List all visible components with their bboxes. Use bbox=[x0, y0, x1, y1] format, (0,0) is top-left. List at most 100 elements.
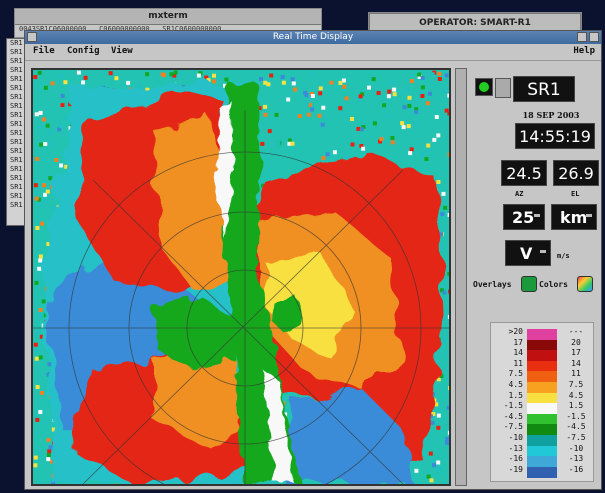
window-titlebar[interactable]: Real Time Display bbox=[25, 31, 601, 44]
colorbar-left-label: -1.5 bbox=[503, 401, 523, 411]
colorbar-left-label: -10 bbox=[508, 433, 523, 442]
colorbar-right-label: 1.5 bbox=[568, 401, 584, 411]
noise-pixel bbox=[224, 77, 229, 82]
colorbar-left-label: 1.5 bbox=[508, 390, 523, 400]
noise-pixel bbox=[260, 141, 265, 146]
menu-file[interactable]: File bbox=[33, 46, 55, 56]
colorbar-right-label: 7.5 bbox=[568, 380, 584, 389]
terminal-line: SR1 bbox=[10, 120, 23, 128]
terminal-line: SR1 bbox=[10, 183, 23, 191]
noise-pixel bbox=[43, 85, 48, 90]
noise-pixel bbox=[310, 94, 315, 98]
noise-pixel bbox=[45, 189, 50, 194]
window-menu-button[interactable] bbox=[27, 32, 37, 42]
colorbar-left-label: 4.5 bbox=[508, 380, 523, 389]
noise-pixel bbox=[420, 151, 425, 156]
noise-pixel bbox=[361, 125, 366, 129]
noise-pixel bbox=[446, 405, 451, 410]
noise-pixel bbox=[34, 280, 39, 285]
noise-pixel bbox=[34, 331, 39, 336]
colorbar-left-label: -13 bbox=[508, 443, 523, 453]
noise-pixel bbox=[445, 437, 450, 442]
noise-pixel bbox=[414, 468, 419, 473]
noise-pixel bbox=[39, 334, 44, 339]
noise-pixel bbox=[434, 115, 439, 119]
colorbar-swatch bbox=[527, 360, 557, 372]
noise-pixel bbox=[49, 142, 54, 147]
noise-pixel bbox=[33, 463, 38, 468]
overlays-globe-icon[interactable] bbox=[521, 276, 537, 292]
orange-velocity-region-bottom bbox=[153, 350, 248, 450]
menu-view[interactable]: View bbox=[111, 46, 133, 56]
noise-pixel bbox=[108, 71, 113, 76]
noise-pixel bbox=[59, 74, 64, 79]
unit-dropdown-icon bbox=[586, 214, 592, 217]
noise-pixel bbox=[173, 70, 178, 75]
noise-pixel bbox=[402, 105, 407, 110]
noise-pixel bbox=[407, 103, 412, 108]
noise-pixel bbox=[317, 113, 322, 118]
noise-pixel bbox=[382, 103, 387, 108]
noise-pixel bbox=[206, 78, 211, 83]
noise-pixel bbox=[405, 86, 409, 91]
radar-velocity-display[interactable]: 20 bbox=[31, 68, 453, 493]
menu-config[interactable]: Config bbox=[67, 46, 100, 56]
noise-pixel bbox=[37, 266, 42, 271]
radar-image[interactable]: 20 bbox=[33, 70, 453, 493]
elevation-label: EL bbox=[571, 190, 580, 198]
noise-pixel bbox=[428, 451, 433, 456]
noise-pixel bbox=[287, 138, 292, 143]
maximize-button[interactable] bbox=[589, 32, 599, 42]
noise-pixel bbox=[390, 136, 395, 140]
noise-pixel bbox=[185, 74, 190, 79]
noise-pixel bbox=[444, 108, 449, 113]
noise-pixel bbox=[40, 221, 45, 226]
noise-pixel bbox=[267, 129, 272, 134]
noise-pixel bbox=[48, 445, 53, 450]
noise-pixel bbox=[303, 90, 308, 95]
minimize-button[interactable] bbox=[577, 32, 587, 42]
terminal-line: SR1 bbox=[10, 48, 23, 56]
colorbar-swatch bbox=[527, 403, 557, 415]
noise-pixel bbox=[172, 73, 177, 78]
noise-pixel bbox=[392, 92, 397, 97]
noise-pixel bbox=[389, 80, 394, 85]
noise-pixel bbox=[329, 80, 334, 85]
noise-pixel bbox=[38, 202, 43, 207]
noise-pixel bbox=[41, 117, 46, 122]
noise-pixel bbox=[439, 374, 444, 378]
noise-pixel bbox=[444, 73, 449, 78]
noise-pixel bbox=[38, 308, 43, 312]
noise-pixel bbox=[46, 457, 51, 462]
noise-pixel bbox=[387, 89, 392, 94]
noise-pixel bbox=[350, 142, 355, 147]
noise-pixel bbox=[41, 323, 46, 328]
vertical-scrollbar[interactable] bbox=[455, 68, 467, 486]
unit-select[interactable]: km bbox=[551, 204, 597, 230]
colorbar-left-label: -16 bbox=[508, 454, 523, 464]
noise-pixel bbox=[293, 87, 298, 92]
noise-pixel bbox=[259, 77, 263, 81]
field-select[interactable]: V bbox=[505, 240, 551, 266]
xterm-text-line: 0043SR1C06000000...C06000000000...SR1C06… bbox=[19, 25, 234, 33]
noise-pixel bbox=[198, 71, 203, 76]
terminal-line: SR1 bbox=[10, 75, 23, 83]
menu-help[interactable]: Help bbox=[573, 46, 595, 56]
noise-pixel bbox=[48, 131, 53, 136]
noise-pixel bbox=[409, 147, 414, 152]
noise-pixel bbox=[63, 80, 68, 85]
colorbar-left-label: 17 bbox=[513, 337, 523, 347]
noise-pixel bbox=[43, 142, 48, 146]
noise-pixel bbox=[47, 449, 52, 454]
status-indicator[interactable] bbox=[475, 78, 493, 96]
noise-pixel bbox=[60, 103, 65, 108]
range-rings bbox=[33, 110, 449, 493]
toggle-button[interactable] bbox=[495, 78, 511, 98]
range-select[interactable]: 25 bbox=[503, 204, 545, 230]
noise-pixel bbox=[33, 342, 38, 347]
colors-palette-icon[interactable] bbox=[577, 276, 593, 292]
noise-pixel bbox=[45, 420, 50, 425]
status-led-icon bbox=[479, 82, 489, 92]
noise-pixel bbox=[428, 91, 432, 96]
green-velocity-region-left bbox=[153, 298, 238, 370]
